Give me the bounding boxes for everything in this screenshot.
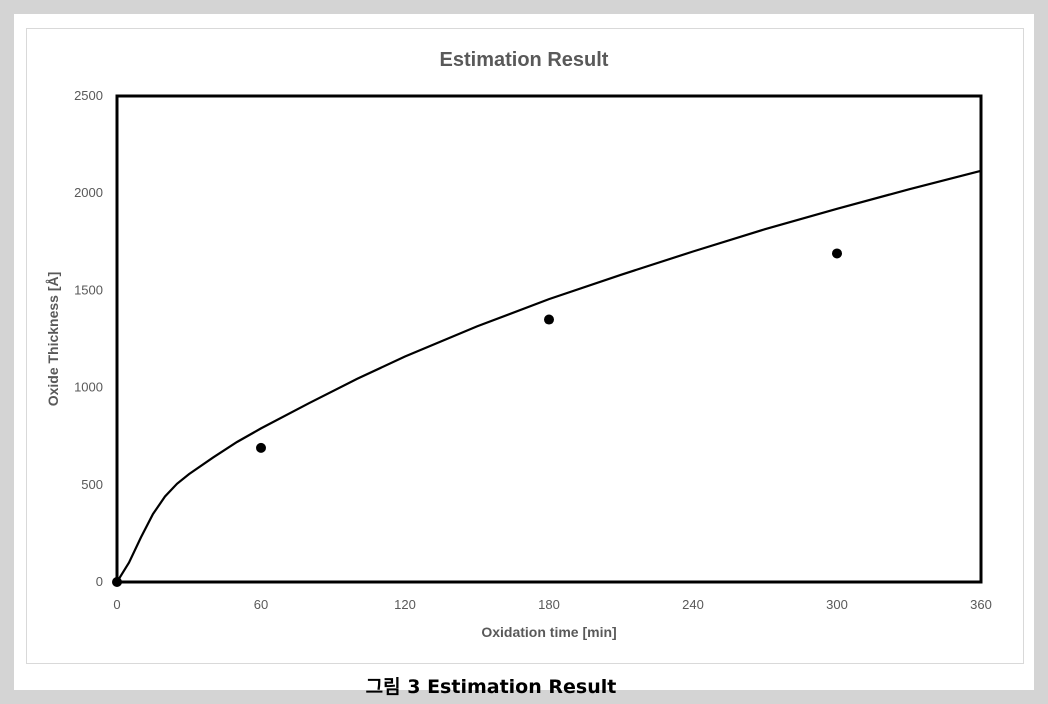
data-point [256, 442, 266, 453]
x-tick-label: 120 [394, 597, 416, 612]
x-axis-label: Oxidation time [min] [481, 624, 616, 640]
chart-area [26, 28, 1024, 664]
plot-area-frame [115, 94, 983, 584]
y-tick-label: 500 [81, 477, 103, 492]
y-tick-label: 0 [96, 574, 103, 589]
y-axis-label: Oxide Thickness [Å] [45, 272, 61, 407]
y-tick-label: 2000 [74, 185, 103, 200]
x-tick-label: 180 [538, 597, 560, 612]
data-point [832, 248, 842, 259]
chart-title: Estimation Result [440, 49, 609, 71]
x-axis-ticks: 0 60 120 180 240 300 360 [113, 597, 991, 612]
series-line [116, 169, 982, 583]
x-tick-label: 240 [682, 597, 704, 612]
y-tick-label: 1500 [74, 282, 103, 297]
page-background [14, 14, 1034, 690]
y-tick-label: 1000 [74, 380, 103, 395]
data-points [112, 248, 842, 587]
y-tick-label: 2500 [74, 88, 103, 103]
data-point [544, 314, 554, 325]
x-tick-label: 0 [113, 597, 120, 612]
x-tick-label: 300 [826, 597, 848, 612]
data-point [112, 577, 122, 587]
y-axis-ticks: 0 500 1000 1500 2000 2500 [74, 88, 103, 589]
x-tick-label: 360 [970, 597, 992, 612]
figure-caption: 그림 3 Estimation Result [365, 676, 617, 698]
x-tick-label: 60 [254, 597, 268, 612]
